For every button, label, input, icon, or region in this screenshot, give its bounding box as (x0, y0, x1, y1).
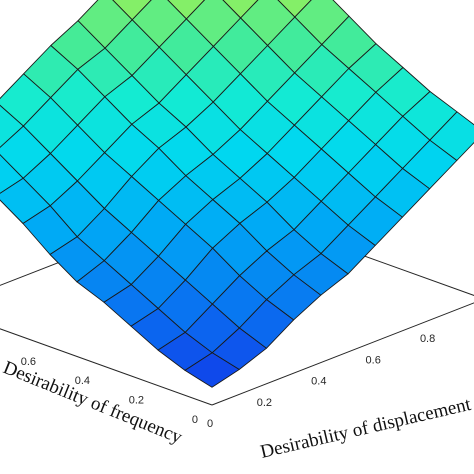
x-axis-label: Desirability of displacement (258, 394, 473, 463)
surface-patch (222, 0, 259, 19)
y-tick-label: 0.4 (75, 375, 90, 387)
axis-box-line (211, 302, 474, 406)
tick-labels: 00.20.40.60.800.20.40.60.8 (21, 333, 436, 430)
y-axis-label: Desirability of frequency (0, 357, 185, 448)
x-tick-label: 0.8 (420, 333, 435, 345)
axis-box-line (0, 328, 213, 406)
y-tick-label: 0.2 (129, 395, 144, 407)
y-tick-label: 0 (192, 414, 198, 426)
surface-mesh (0, 0, 474, 388)
x-tick-label: 0.4 (311, 376, 326, 388)
surface-patch (277, 0, 312, 18)
x-tick-label: 0 (207, 418, 213, 430)
y-tick-label: 0.6 (21, 356, 36, 368)
x-tick-label: 0.2 (257, 397, 272, 409)
surface-patch (184, 352, 240, 388)
x-tick-label: 0.6 (366, 354, 381, 366)
